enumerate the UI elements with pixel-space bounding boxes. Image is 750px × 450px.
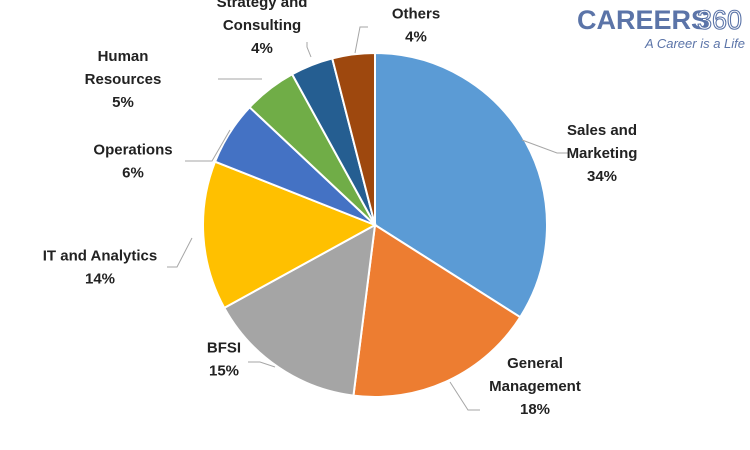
slice-label-7: Strategy and Consulting 4% [217, 0, 308, 57]
logo-tagline: A Career is a Life [644, 36, 745, 51]
pie-slice-4 [202, 160, 378, 310]
slice-category: BFSI [207, 340, 241, 357]
slice-percent: 14% [85, 271, 115, 288]
pie-slice-2 [352, 223, 522, 398]
logo-number: 360 [697, 5, 742, 35]
slice-category: Human [98, 48, 149, 65]
pie-slices [202, 51, 548, 398]
leader-line-8 [354, 26, 368, 54]
slice-percent: 5% [112, 94, 134, 111]
slice-label-3: BFSI 15% [207, 340, 241, 380]
slice-category: Management [489, 378, 581, 395]
leader-line-2 [449, 381, 480, 411]
leader-line-1 [521, 139, 568, 154]
slice-label-5: Operations 6% [93, 142, 172, 182]
slice-percent: 4% [251, 40, 273, 57]
logo-brand: CAREERS [577, 5, 709, 35]
leader-lines [167, 26, 568, 411]
slice-label-1: Sales and Marketing 34% [567, 122, 638, 185]
slice-category: Strategy and [217, 0, 308, 11]
slice-labels: Sales and Marketing 34% General Management 18… [43, 0, 638, 418]
slice-category: General [507, 355, 563, 372]
slice-percent: 34% [587, 168, 617, 185]
slice-category: Operations [93, 142, 172, 159]
pie-slice-3 [222, 223, 377, 397]
slice-label-8: Others 4% [392, 6, 440, 46]
leader-line-7 [306, 42, 312, 58]
slice-percent: 15% [209, 363, 239, 380]
slice-label-2: General Management 18% [489, 355, 581, 418]
careers360-logo: CAREERS 360 A Career is a Life [577, 4, 745, 51]
slice-label-4: IT and Analytics 14% [43, 248, 157, 288]
leader-line-4 [167, 237, 193, 268]
slice-category: Sales and [567, 122, 637, 139]
slice-category: Marketing [567, 145, 638, 162]
slice-percent: 6% [122, 165, 144, 182]
slice-category: Resources [85, 71, 162, 88]
leader-line-3 [248, 361, 276, 368]
slice-percent: 4% [405, 29, 427, 46]
slice-category: Others [392, 6, 440, 23]
slice-percent: 18% [520, 401, 550, 418]
leader-line-5 [185, 129, 231, 162]
slice-category: Consulting [223, 17, 301, 34]
pie-slice-8 [331, 51, 376, 226]
slice-label-6: Human Resources 5% [85, 48, 162, 111]
slice-category: IT and Analytics [43, 248, 157, 265]
